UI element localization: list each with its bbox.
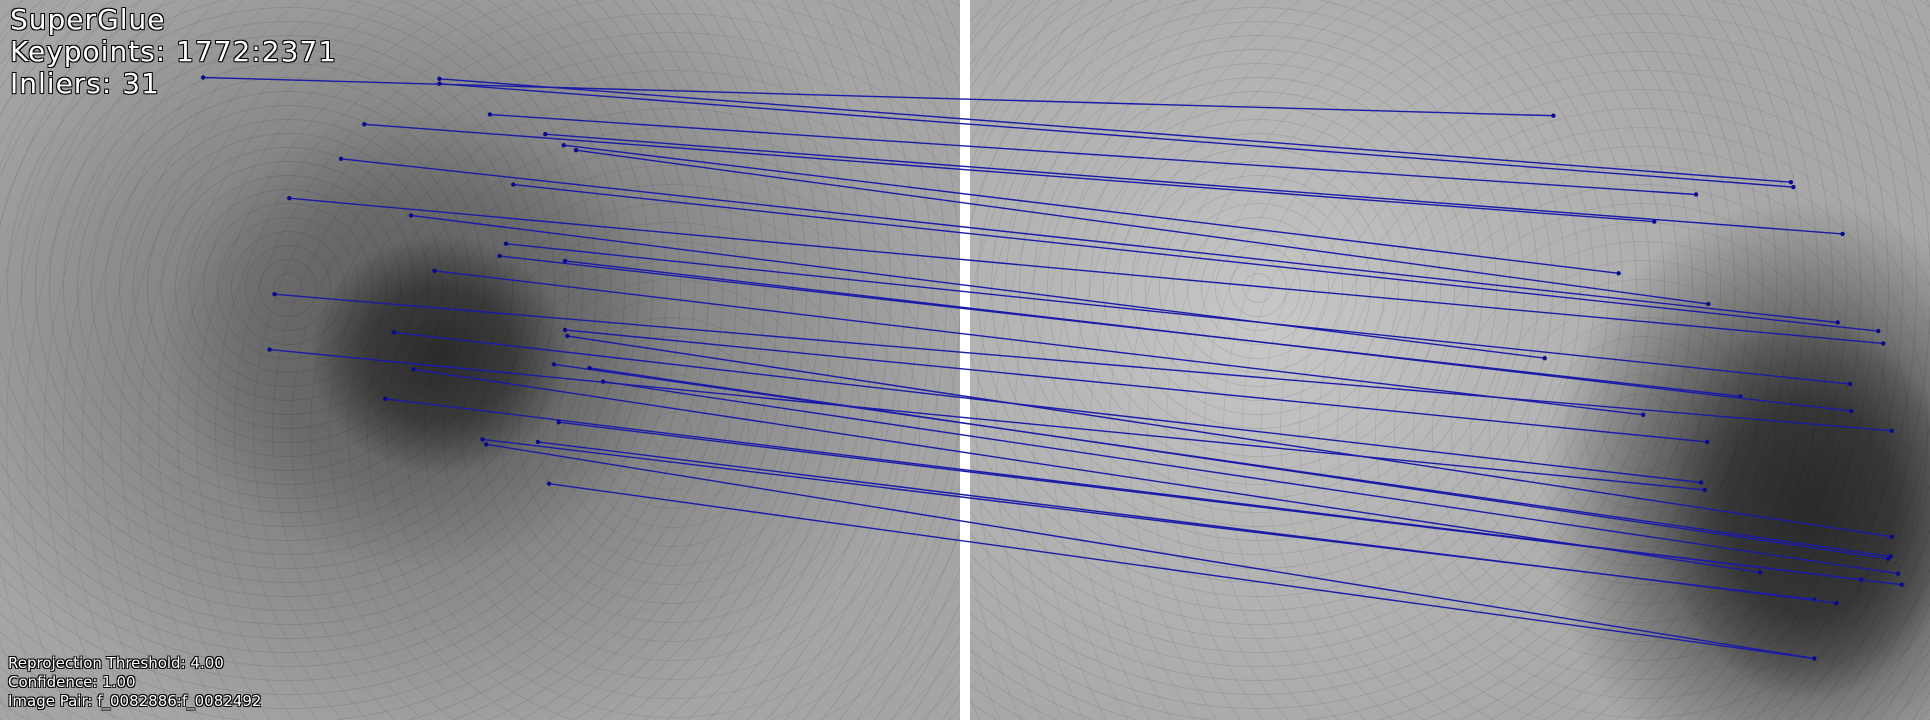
match-line bbox=[340, 158, 1838, 324]
keypoint-left bbox=[408, 213, 414, 218]
keypoint-left bbox=[484, 442, 489, 447]
match-line bbox=[545, 133, 1843, 235]
keypoint-right bbox=[1812, 656, 1817, 661]
match-line bbox=[558, 421, 1902, 586]
match-line bbox=[589, 367, 1889, 560]
keypoint-right bbox=[1705, 439, 1710, 445]
match-line bbox=[269, 348, 1705, 491]
inliers-count: Inliers: 31 bbox=[10, 67, 160, 100]
match-line bbox=[203, 76, 1554, 117]
keypoint-left bbox=[546, 481, 552, 486]
image-pair-label: Image Pair: f_0082886:f_0082492 bbox=[8, 692, 262, 710]
match-line bbox=[602, 380, 1899, 575]
keypoint-left bbox=[535, 439, 541, 445]
keypoint-right bbox=[1551, 113, 1556, 118]
keypoint-left bbox=[600, 379, 606, 384]
keypoint-left bbox=[411, 367, 416, 372]
match-line bbox=[486, 443, 1815, 660]
match-line bbox=[411, 214, 1545, 359]
keypoint-left bbox=[565, 333, 570, 339]
keypoints-count: Keypoints: 1772:2371 bbox=[10, 35, 338, 68]
method-title: SuperGlue bbox=[10, 3, 166, 36]
keypoint-right bbox=[1835, 320, 1840, 325]
keypoint-left bbox=[391, 330, 397, 335]
match-line bbox=[289, 197, 1884, 345]
match-line bbox=[274, 293, 1892, 432]
keypoint-left bbox=[362, 122, 367, 127]
keypoint-left bbox=[487, 112, 493, 117]
keypoint-right bbox=[1847, 381, 1853, 387]
match-line bbox=[563, 144, 1619, 274]
keypoint-right bbox=[1889, 428, 1895, 433]
keypoint-right bbox=[1693, 192, 1699, 197]
match-line bbox=[439, 83, 1794, 188]
keypoint-right bbox=[1706, 301, 1711, 307]
keypoint-right bbox=[1702, 487, 1708, 493]
keypoint-left bbox=[573, 148, 579, 153]
keypoint-left bbox=[267, 347, 272, 352]
match-line bbox=[564, 260, 1852, 412]
match-line bbox=[434, 270, 1644, 416]
keypoint-right bbox=[1757, 570, 1763, 575]
match-line bbox=[575, 149, 1709, 305]
match-line bbox=[537, 441, 1837, 604]
keypoint-left bbox=[338, 156, 344, 161]
keypoint-left bbox=[551, 362, 557, 367]
keypoint-left bbox=[432, 268, 437, 273]
keypoint-right bbox=[1791, 184, 1796, 190]
image-divider bbox=[960, 0, 970, 720]
keypoint-left bbox=[437, 76, 442, 82]
keypoint-left bbox=[511, 182, 516, 187]
keypoint-left bbox=[503, 241, 509, 246]
match-line bbox=[393, 331, 1702, 484]
keypoint-right bbox=[1652, 219, 1657, 224]
keypoint-left bbox=[556, 420, 561, 425]
keypoint-right bbox=[1889, 534, 1895, 539]
keypoint-left bbox=[437, 81, 442, 86]
confidence-value: Confidence: 1.00 bbox=[8, 673, 136, 691]
keypoint-left bbox=[383, 396, 388, 401]
keypoint-right bbox=[1616, 271, 1621, 276]
left-endoscopy-image bbox=[0, 0, 960, 720]
match-line bbox=[548, 483, 1815, 660]
match-line bbox=[513, 183, 1879, 332]
keypoint-left bbox=[562, 327, 568, 333]
keypoint-left bbox=[287, 196, 292, 201]
match-line bbox=[567, 335, 1892, 538]
keypoint-right bbox=[1849, 408, 1854, 414]
keypoint-left bbox=[200, 75, 206, 80]
left-image-texture bbox=[0, 0, 960, 720]
match-line bbox=[564, 329, 1708, 443]
match-line bbox=[413, 368, 1761, 574]
keypoint-right bbox=[1899, 582, 1904, 587]
keypoint-left bbox=[272, 292, 277, 297]
keypoint-left bbox=[497, 253, 502, 259]
keypoint-right bbox=[1881, 341, 1886, 346]
reprojection-threshold: Reprojection Threshold: 4.00 bbox=[8, 654, 224, 672]
keypoint-left bbox=[587, 365, 592, 371]
keypoint-right bbox=[1895, 571, 1901, 576]
keypoint-right bbox=[1542, 356, 1547, 361]
match-line bbox=[489, 113, 1697, 196]
keypoint-left bbox=[562, 258, 568, 264]
keypoint-right bbox=[1788, 180, 1794, 185]
keypoint-left bbox=[480, 437, 485, 442]
keypoint-right bbox=[1876, 328, 1881, 334]
match-line bbox=[364, 123, 1655, 223]
match-line bbox=[505, 243, 1851, 385]
keypoint-right bbox=[1641, 412, 1646, 417]
keypoint-left bbox=[543, 132, 548, 137]
keypoint-right bbox=[1886, 556, 1891, 561]
match-line bbox=[439, 78, 1791, 183]
keypoint-right bbox=[1834, 600, 1839, 606]
keypoint-right bbox=[1698, 480, 1704, 485]
keypoint-left bbox=[561, 143, 566, 148]
keypoint-right bbox=[1840, 231, 1845, 237]
